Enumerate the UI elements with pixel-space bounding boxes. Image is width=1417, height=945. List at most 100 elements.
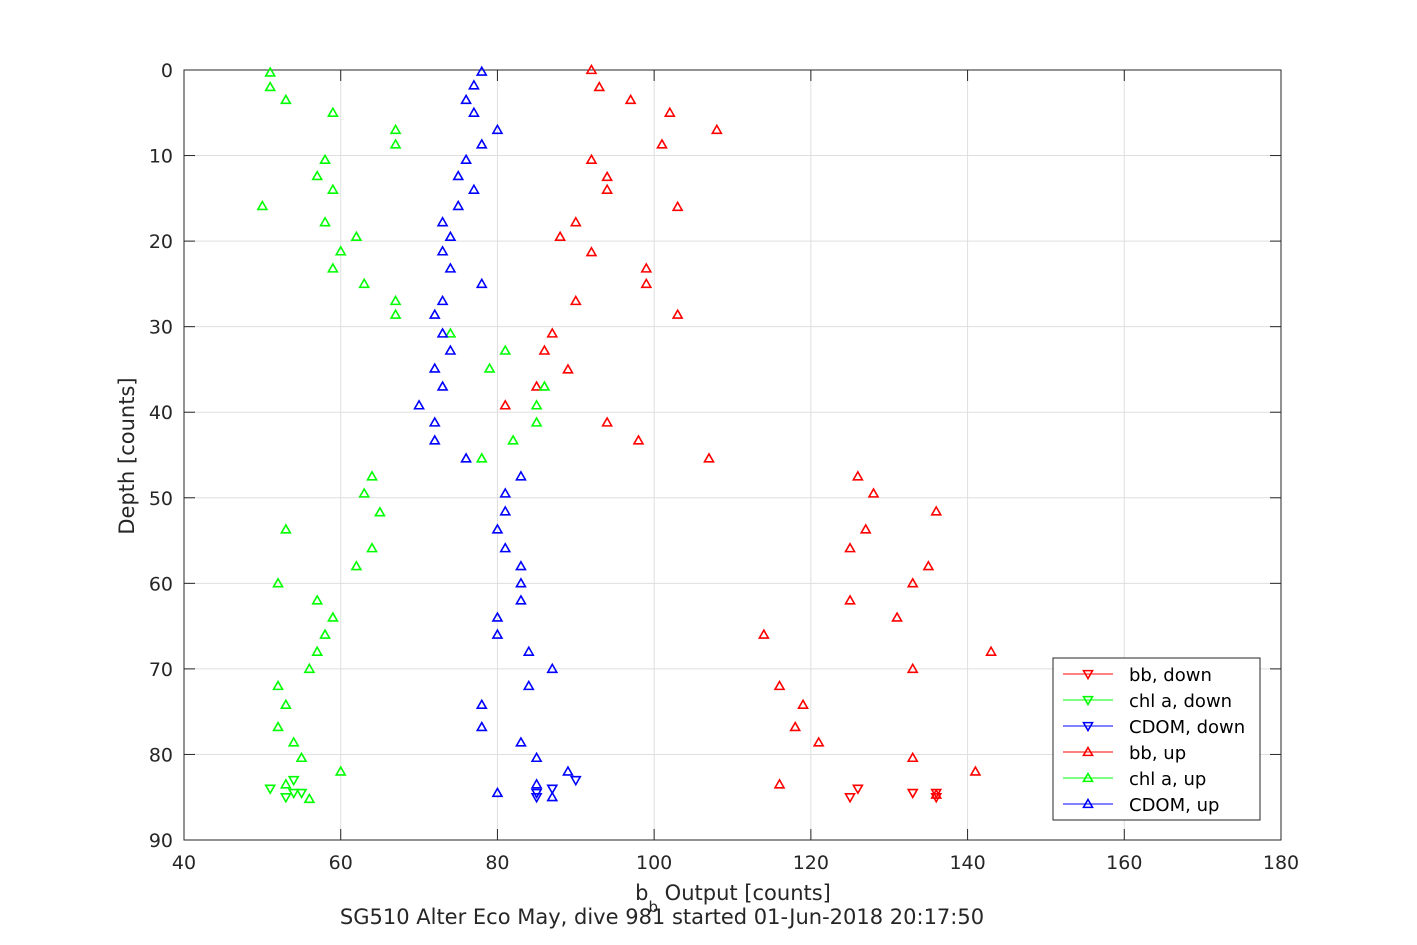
- data-point: [350, 560, 363, 571]
- series-5: [413, 65, 574, 802]
- legend-entry: chl a, down: [1063, 691, 1232, 712]
- data-point: [279, 698, 292, 709]
- data-point: [562, 765, 574, 776]
- legend-box: [1052, 657, 1261, 821]
- legend-entry: bb, up: [1063, 743, 1186, 764]
- data-point: [389, 308, 402, 319]
- x-axis-label-main: b: [635, 881, 648, 905]
- data-point: [287, 788, 300, 800]
- data-point: [389, 123, 402, 135]
- data-point: [358, 487, 371, 498]
- data-point: [812, 736, 825, 747]
- data-point: [287, 736, 300, 747]
- data-point: [515, 470, 527, 481]
- data-point: [891, 611, 903, 622]
- data-point: [475, 720, 488, 732]
- data-point: [522, 679, 535, 691]
- data-point: [530, 380, 543, 391]
- data-point: [906, 577, 919, 588]
- data-point: [272, 679, 284, 691]
- data-point: [468, 106, 480, 117]
- data-point: [311, 594, 324, 605]
- data-point: [279, 778, 292, 789]
- data-point: [327, 262, 339, 273]
- data-point: [985, 645, 997, 656]
- data-point: [601, 170, 614, 182]
- data-point: [538, 344, 551, 355]
- data-point: [632, 434, 645, 445]
- data-point: [530, 399, 543, 410]
- y-tick-label: 90: [149, 830, 173, 852]
- data-point: [436, 216, 449, 227]
- data-point: [562, 363, 574, 374]
- x-tick-label: 120: [793, 852, 829, 874]
- data-point: [279, 523, 292, 534]
- data-point: [671, 308, 684, 319]
- data-point: [499, 487, 512, 498]
- data-point: [295, 788, 308, 800]
- data-point: [475, 65, 488, 76]
- x-tick-label: 160: [1106, 852, 1142, 874]
- legend-marker: [1082, 797, 1094, 809]
- data-point: [475, 698, 488, 709]
- series-3: [499, 63, 997, 799]
- data-point: [428, 308, 441, 319]
- data-point: [515, 736, 527, 747]
- data-point: [710, 123, 723, 135]
- x-tick-label: 60: [329, 852, 353, 874]
- data-point: [530, 793, 543, 804]
- data-point: [452, 199, 465, 211]
- data-point: [491, 523, 504, 534]
- data-point: [624, 93, 637, 105]
- data-point: [499, 399, 512, 410]
- data-point: [272, 577, 284, 588]
- data-point: [656, 138, 668, 149]
- data-point: [773, 679, 786, 691]
- data-point: [366, 470, 378, 481]
- x-axis-label: bb Output [counts]: [635, 881, 831, 916]
- data-point: [358, 277, 371, 289]
- y-tick-label: 10: [149, 146, 173, 168]
- data-point: [444, 327, 457, 338]
- legend-marker: [1082, 721, 1094, 733]
- legend-label: CDOM, up: [1129, 795, 1219, 816]
- data-point: [851, 470, 864, 481]
- data-markers: [256, 63, 997, 804]
- data-point: [475, 452, 488, 463]
- data-point: [327, 183, 339, 194]
- data-point: [906, 662, 919, 674]
- data-point: [311, 169, 324, 181]
- data-point: [867, 487, 880, 498]
- data-point: [515, 577, 527, 588]
- data-point: [773, 778, 786, 789]
- data-point: [436, 380, 449, 391]
- data-point: [922, 560, 935, 571]
- data-point: [436, 327, 449, 338]
- data-point: [522, 645, 535, 656]
- data-point: [546, 784, 559, 795]
- data-point: [327, 106, 339, 117]
- data-point: [601, 416, 614, 427]
- data-point: [428, 362, 441, 373]
- data-point: [436, 294, 449, 306]
- x-tick-labels: 40 60 80 100 120 140 160 180: [172, 852, 1299, 874]
- data-point: [279, 93, 292, 105]
- legend-entry: CDOM, down: [1063, 717, 1245, 738]
- data-point: [515, 594, 527, 605]
- data-point: [530, 751, 543, 763]
- data-point: [350, 230, 363, 242]
- data-point: [671, 200, 684, 212]
- data-point: [264, 66, 277, 77]
- data-point: [327, 611, 339, 622]
- data-point: [930, 505, 943, 516]
- data-point: [452, 169, 465, 181]
- data-point: [256, 199, 269, 211]
- data-point: [569, 775, 582, 787]
- data-point: [585, 246, 598, 257]
- data-point: [844, 542, 856, 553]
- data-point: [334, 765, 347, 776]
- data-point: [906, 788, 919, 800]
- data-point: [930, 788, 943, 799]
- data-point: [287, 775, 300, 787]
